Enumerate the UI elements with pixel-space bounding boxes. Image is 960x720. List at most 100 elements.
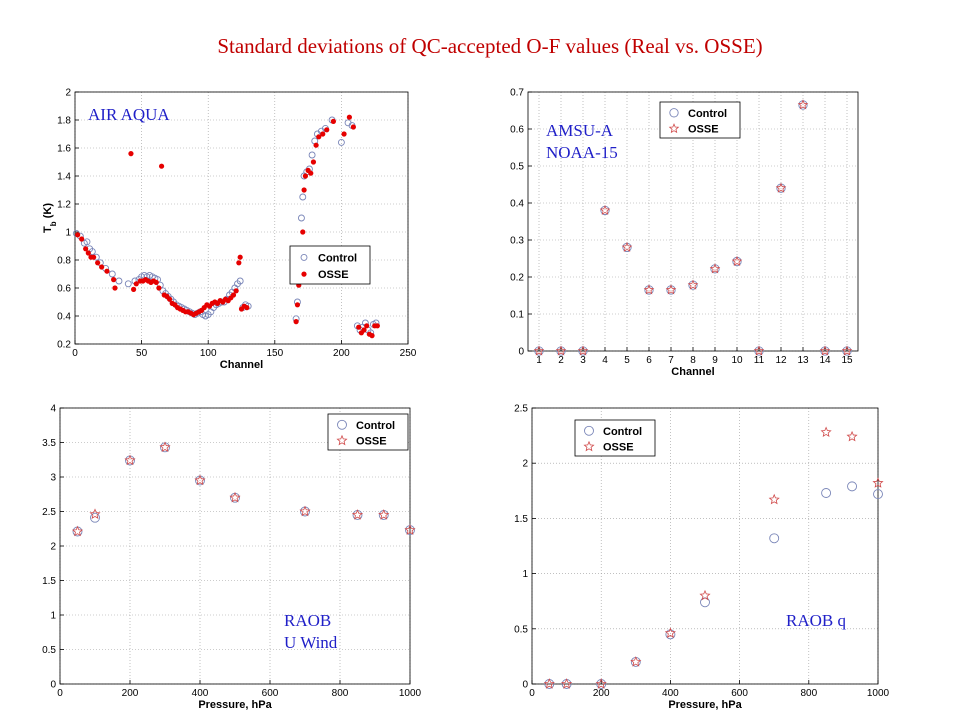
x-tick-label: 2 <box>558 355 564 366</box>
plot-area <box>75 92 408 344</box>
y-tick-label: 2 <box>65 88 71 99</box>
osse-point <box>89 508 101 519</box>
x-tick-label: 5 <box>624 355 630 366</box>
y-tick-label: 2 <box>50 542 56 553</box>
x-tick-label: 9 <box>712 355 718 366</box>
page-title: Standard deviations of QC-accepted O-F v… <box>217 34 763 58</box>
osse-point <box>664 627 676 638</box>
q-label: RAOB q <box>786 610 846 632</box>
osse-point <box>595 678 607 689</box>
osse-point <box>687 279 699 290</box>
x-tick-label: 10 <box>731 355 743 366</box>
legend-box <box>659 101 741 139</box>
osse-point <box>75 232 81 238</box>
osse-point <box>577 345 589 356</box>
x-tick-label: 200 <box>593 688 610 699</box>
legend-control-marker <box>300 253 308 261</box>
uwind-label-line-1: RAOB <box>284 611 332 630</box>
y-tick-label: 1 <box>522 569 528 580</box>
osse-point <box>643 284 655 295</box>
control-point <box>665 629 676 640</box>
x-axis-label: Channel <box>220 359 263 371</box>
osse-point <box>133 281 139 287</box>
x-tick-label: 0 <box>529 688 535 699</box>
osse-point <box>699 589 711 601</box>
x-tick-label: 0 <box>72 348 78 359</box>
legend-box <box>289 245 371 285</box>
osse-point <box>153 279 159 285</box>
y-tick-label: 0.3 <box>510 236 524 247</box>
osse-point <box>301 187 307 193</box>
q-label-line: RAOB q <box>786 611 846 630</box>
legend-osse-marker <box>583 440 595 452</box>
osse-point <box>244 305 250 311</box>
y-tick-label: 0 <box>50 680 56 691</box>
osse-point <box>341 131 347 137</box>
osse-point <box>229 491 241 503</box>
y-tick-label: 1.6 <box>57 144 71 155</box>
osse-point <box>753 345 765 356</box>
legend-label-control: Control <box>603 426 642 438</box>
chart-panel-raob-uwind: 0 200 400 600 800 1000 0 0.5 1 1.5 2 2.5 3 3.5 4 Pressu… <box>20 398 430 714</box>
amsu-label: AMSU-A NOAA-15 <box>546 120 618 164</box>
osse-point <box>369 333 375 339</box>
osse-point <box>378 509 390 520</box>
control-point <box>821 488 832 498</box>
x-tick-label: 600 <box>262 688 279 699</box>
uwind-label-line-2: U Wind <box>284 633 338 652</box>
osse-point <box>775 182 787 193</box>
osse-point <box>346 114 352 120</box>
osse-point <box>543 678 555 689</box>
y-tick-label: 0.8 <box>57 256 71 267</box>
air-aqua-label: AIR AQUA <box>88 104 170 126</box>
osse-point <box>104 268 110 274</box>
osse-point <box>320 131 326 137</box>
y-tick-label: 0.4 <box>57 312 71 323</box>
control-point <box>115 277 123 285</box>
x-tick-label: 3 <box>580 355 586 366</box>
osse-point <box>156 285 162 291</box>
y-tick-label: 0 <box>518 347 524 358</box>
osse-point <box>310 159 317 165</box>
osse-point <box>95 260 101 266</box>
x-tick-label: 400 <box>192 688 209 699</box>
control-point <box>337 138 345 146</box>
legend-control-marker <box>584 425 594 436</box>
y-axis-label: Tb (K) <box>42 203 58 233</box>
y-tick-label: 0 <box>522 680 528 691</box>
x-axis-label: Channel <box>671 366 714 378</box>
osse-point <box>350 124 356 130</box>
x-tick-label: 400 <box>662 688 679 699</box>
osse-point <box>236 260 242 266</box>
chart-panel-amsu-a: 1 2 3 4 5 6 7 8 9 10 11 12 13 14 15 0 0.1 0.2 0.3 0.4 0.5 0.6… <box>480 86 880 386</box>
osse-point <box>555 345 567 356</box>
y-tick-label: 0.5 <box>510 162 524 173</box>
osse-point <box>361 327 367 333</box>
osse-point <box>561 678 573 689</box>
y-tick-label: 1.5 <box>514 514 528 525</box>
x-tick-label: 15 <box>841 355 853 366</box>
y-tick-label: 0.7 <box>510 88 524 99</box>
x-axis-label: Pressure, hPa <box>668 699 742 711</box>
x-tick-label: 1 <box>536 355 542 366</box>
y-tick-label: 2.5 <box>514 404 528 415</box>
osse-point <box>819 345 831 356</box>
x-tick-label: 13 <box>797 355 809 366</box>
osse-point <box>846 430 858 442</box>
chart-raob-q: 0 200 400 600 800 1000 0 0.5 1 1.5 2 2.5 Pressure, h… <box>514 404 889 712</box>
legend-osse-marker <box>336 434 348 446</box>
legend-label-osse: OSSE <box>356 436 387 448</box>
uwind-label: RAOB U Wind <box>284 610 337 654</box>
chart-amsu-a: 1 2 3 4 5 6 7 8 9 10 11 12 13 14 1500.10.20.30.40.50.6… <box>510 88 859 378</box>
control-point <box>297 214 305 222</box>
chart-raob-uwind: 0 200 400 600 800 1000 0 0.5 1 1.5 2 2.5 3 3.5 4 Pressu… <box>42 404 421 712</box>
legend-label-osse: OSSE <box>318 269 349 281</box>
legend-label-osse: OSSE <box>688 124 719 136</box>
control-point <box>873 489 883 500</box>
x-tick-label: 6 <box>646 355 652 366</box>
x-tick-label: 200 <box>333 348 350 359</box>
y-tick-label: 3.5 <box>42 438 56 449</box>
x-tick-label: 4 <box>602 355 608 366</box>
osse-point <box>709 263 721 274</box>
osse-point <box>99 264 105 270</box>
